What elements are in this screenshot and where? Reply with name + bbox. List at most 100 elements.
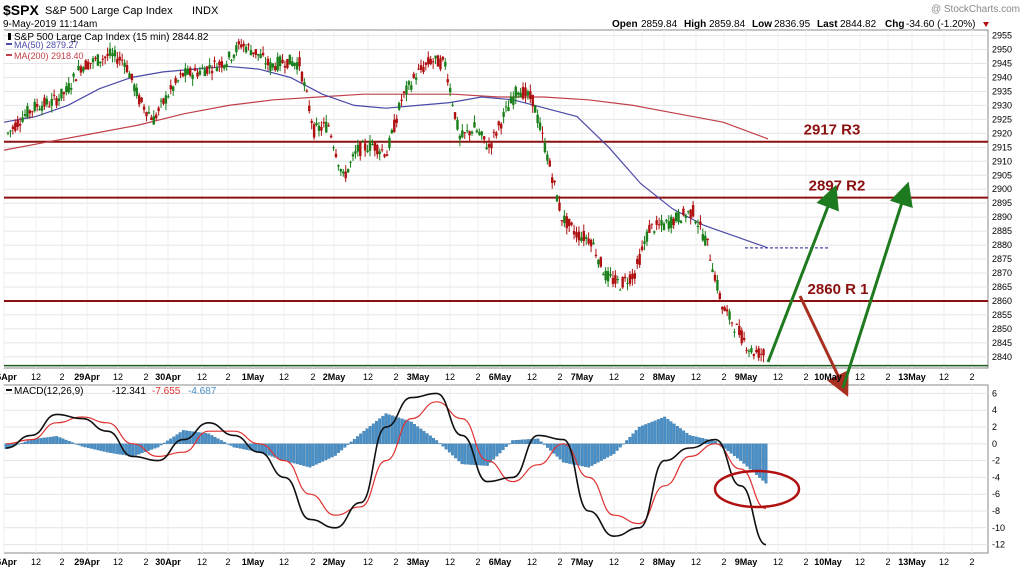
macd-legend: MACD(12,26,9) -12.341 -7.655 -4.687	[6, 386, 217, 397]
candle-down	[55, 98, 58, 106]
macd-histogram-bar	[454, 443, 458, 459]
x-tick-label: 1May	[242, 557, 265, 567]
x-tick-label: 12	[609, 372, 619, 382]
macd-histogram-bar	[419, 428, 423, 444]
candle-up	[235, 45, 238, 53]
candle-down	[417, 68, 420, 70]
candle-up	[133, 84, 136, 92]
candle-down	[206, 66, 209, 74]
x-tick-label: 2	[639, 557, 644, 567]
macd-histogram-bar	[109, 443, 112, 453]
candle-up	[325, 121, 328, 133]
candle-down	[373, 142, 377, 151]
macd-histogram-bar	[169, 438, 173, 444]
x-tick-label: 12	[197, 557, 207, 567]
macd-histogram-bar	[115, 443, 119, 454]
candle-up	[354, 151, 357, 154]
macd-histogram-bar	[23, 441, 27, 444]
macd-histogram-bar	[498, 443, 502, 454]
macd-histogram-bar	[764, 443, 768, 484]
macd-histogram-bar	[679, 428, 682, 444]
low-value: 2836.95	[774, 19, 811, 30]
candle-up	[342, 171, 345, 174]
candle-up	[602, 274, 605, 276]
candle-down	[14, 122, 17, 131]
candle-down	[18, 123, 22, 126]
candle-down	[548, 160, 551, 167]
macd-histogram-bar	[308, 443, 312, 468]
candle-up	[514, 86, 517, 98]
candle-down	[359, 142, 362, 157]
candle-down	[529, 91, 532, 99]
candle-up	[660, 219, 663, 226]
candle-down	[740, 330, 743, 344]
x-tick-label: 12	[279, 557, 289, 567]
macd-histogram-bar	[134, 443, 138, 456]
green-projection-arrow	[766, 184, 839, 363]
high-label: High	[684, 19, 706, 30]
x-tick-label: 2	[803, 557, 808, 567]
candle-up	[747, 350, 751, 352]
x-tick-label: 12	[31, 372, 41, 382]
green-projection-arrow	[841, 181, 913, 389]
candle-up	[45, 98, 49, 105]
candle-up	[201, 67, 204, 69]
macd-histogram-bar	[166, 440, 169, 444]
candle-down	[43, 97, 46, 107]
macd-histogram-bar	[77, 443, 81, 446]
red-projection-arrow	[798, 295, 849, 397]
candle-down	[84, 60, 87, 70]
candle-up	[72, 73, 75, 77]
candle-up	[232, 54, 236, 58]
candle-up	[606, 271, 610, 282]
candle-up	[543, 143, 547, 153]
x-tick-label: 13May	[898, 557, 926, 567]
macd-histogram-bar	[447, 443, 451, 453]
macd-histogram-bar	[432, 437, 435, 444]
macd-histogram-bar	[669, 421, 673, 444]
candle-down	[402, 91, 406, 93]
macd-histogram-bar	[546, 443, 549, 448]
candle-up	[249, 50, 253, 56]
macd-histogram-bar	[42, 437, 46, 444]
candle-up	[303, 82, 306, 86]
candle-up	[366, 150, 369, 153]
candle-up	[434, 55, 437, 59]
macd-histogram-bar	[451, 443, 454, 456]
candle-down	[298, 57, 301, 67]
macd-histogram-bar	[131, 443, 135, 457]
candle-down	[400, 99, 403, 102]
ohlc-quote: Open 2859.84 High 2859.84 Low 2836.95 La…	[612, 19, 989, 30]
candle-down	[150, 117, 153, 120]
candle-down	[752, 354, 756, 357]
candle-down	[565, 216, 568, 229]
candle-up	[665, 219, 668, 222]
candle-down	[118, 56, 121, 61]
macd-histogram-bar	[422, 431, 426, 444]
candle-down	[594, 254, 598, 257]
macd-histogram-bar	[48, 436, 52, 444]
macd-histogram-bar	[736, 443, 739, 459]
macd-histogram-bar	[397, 417, 401, 444]
candle-down	[577, 231, 581, 241]
macd-line	[5, 392, 767, 546]
candle-down	[145, 111, 148, 117]
price-tick-label: 2865	[992, 282, 1012, 292]
macd-histogram-bar	[276, 443, 280, 459]
macd-histogram-bar	[305, 443, 309, 467]
candle-up	[470, 131, 474, 134]
candle-up	[288, 54, 292, 65]
macd-histogram-bar	[324, 443, 328, 461]
down-triangle-icon	[983, 22, 989, 27]
macd-histogram-bar	[457, 443, 461, 462]
candle-down	[334, 153, 338, 158]
macd-tick-label: -8	[992, 506, 1000, 516]
candle-down	[718, 293, 722, 300]
candle-up	[516, 92, 520, 95]
candle-up	[291, 61, 294, 66]
macd-histogram-bar	[596, 443, 600, 463]
candle-up	[208, 64, 211, 69]
candle-down	[572, 230, 576, 235]
x-tick-label: 2May	[323, 372, 346, 382]
